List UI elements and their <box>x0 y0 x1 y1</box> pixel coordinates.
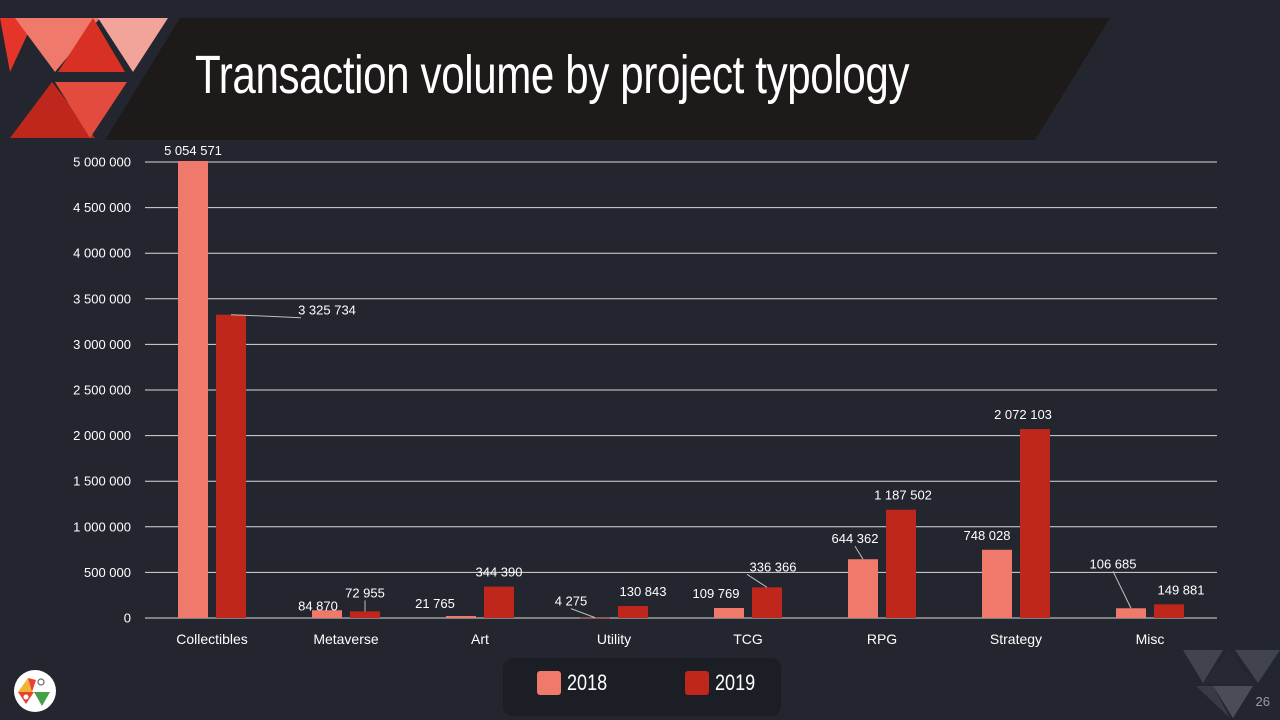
data-label: 5 054 571 <box>164 143 222 158</box>
x-category-label: Utility <box>597 631 631 647</box>
x-category-label: Misc <box>1136 631 1165 647</box>
bar-2018-rpg <box>848 559 878 618</box>
legend-swatch-2019 <box>685 671 709 695</box>
x-category-label: Art <box>471 631 489 647</box>
legend-label-2019: 2019 <box>715 670 756 695</box>
data-label: 2 072 103 <box>994 407 1052 422</box>
y-tick-label: 3 500 000 <box>73 291 131 306</box>
legend-item-2018: 2018 <box>537 670 616 695</box>
bars <box>178 161 1184 619</box>
gridlines <box>145 161 1217 619</box>
bar-2018-metaverse <box>312 610 342 618</box>
data-label: 4 275 <box>555 594 588 609</box>
y-tick-label: 1 000 000 <box>73 519 131 534</box>
data-label: 344 390 <box>476 565 523 580</box>
bar-2018-strategy <box>982 549 1012 618</box>
page-number: 26 <box>1255 694 1270 709</box>
data-label-leader <box>854 545 864 560</box>
data-label-leader <box>1112 571 1132 609</box>
bar-2019-collectibles <box>216 314 246 618</box>
bar-2018-misc <box>1116 608 1146 618</box>
x-category-label: Collectibles <box>176 631 248 647</box>
bar-2019-utility <box>618 606 648 618</box>
bar-2018-collectibles <box>178 161 208 618</box>
x-category-label: RPG <box>867 631 897 647</box>
data-label-leader <box>230 314 302 319</box>
data-label: 3 325 734 <box>298 303 356 318</box>
data-label: 109 769 <box>693 586 740 601</box>
data-label: 748 028 <box>964 528 1011 543</box>
data-label: 336 366 <box>750 559 797 574</box>
y-tick-label: 2 500 000 <box>73 383 131 398</box>
x-category-label: Strategy <box>990 631 1042 647</box>
data-label: 84 870 <box>298 598 338 613</box>
title-band <box>105 18 1110 140</box>
legend-label-2018: 2018 <box>567 670 608 695</box>
data-label: 644 362 <box>832 531 879 546</box>
y-tick-label: 5 000 000 <box>73 155 131 170</box>
data-label-leader <box>570 608 596 619</box>
data-label: 21 765 <box>415 596 455 611</box>
labels: 0 500 000 1 000 000 1 500 000 2 000 000 2 500… <box>73 143 1204 647</box>
data-label: 149 881 <box>1158 582 1205 597</box>
legend-item-2019: 2019 <box>685 670 764 695</box>
bar-2018-utility <box>580 617 610 619</box>
y-tick-label: 2 000 000 <box>73 428 131 443</box>
chart-legend: 2018 2019 <box>503 658 781 716</box>
bar-2019-strategy <box>1020 429 1050 618</box>
triangle-logo <box>0 18 168 138</box>
x-category-label: Metaverse <box>313 631 379 647</box>
x-category-label: TCG <box>733 631 763 647</box>
bar-2019-metaverse <box>350 611 380 618</box>
slide-title: Transaction volume by project typology <box>195 45 910 105</box>
legend-swatch-2018 <box>537 671 561 695</box>
data-label: 106 685 <box>1090 556 1137 571</box>
bar-2018-art <box>446 616 476 618</box>
bar-2018-tcg <box>714 607 744 618</box>
bar-2019-tcg <box>752 587 782 618</box>
triangle-watermark <box>1183 650 1280 718</box>
y-tick-label: 4 000 000 <box>73 246 131 261</box>
brand-logo-icon <box>14 670 56 712</box>
data-label: 1 187 502 <box>874 488 932 503</box>
bar-2019-misc <box>1154 604 1184 618</box>
data-label-leader <box>746 573 768 588</box>
y-tick-label: 0 <box>124 611 131 626</box>
y-tick-label: 500 000 <box>84 565 131 580</box>
y-tick-label: 3 000 000 <box>73 337 131 352</box>
data-label: 72 955 <box>345 585 385 600</box>
bar-2019-art <box>484 586 514 618</box>
y-tick-label: 1 500 000 <box>73 474 131 489</box>
bar-2019-rpg <box>886 509 916 618</box>
y-tick-label: 4 500 000 <box>73 200 131 215</box>
data-label: 130 843 <box>620 584 667 599</box>
